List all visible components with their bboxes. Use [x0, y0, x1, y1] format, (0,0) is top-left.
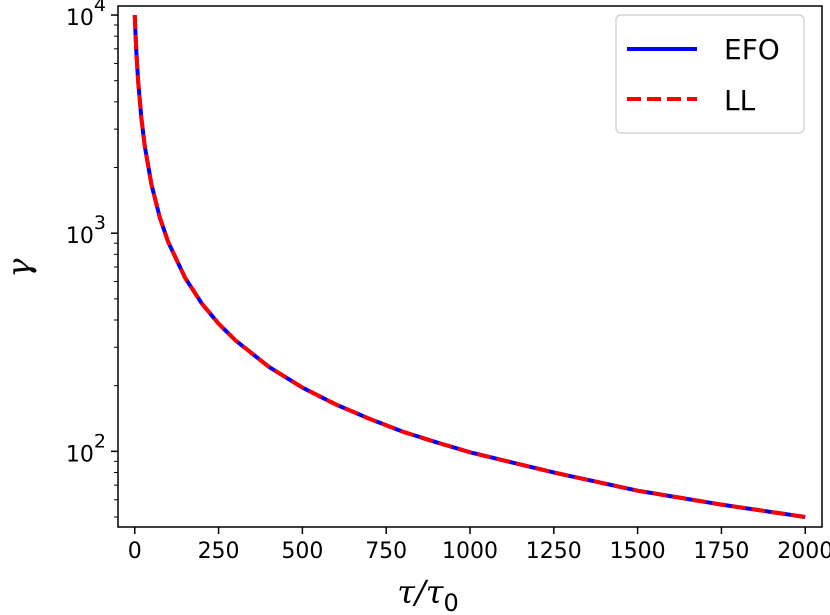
- x-tick-label: 1000: [442, 539, 498, 564]
- legend: EFO LL: [615, 14, 805, 134]
- y-axis-label: γ: [0, 258, 38, 278]
- legend-label-ll: LL: [724, 84, 756, 117]
- x-tick-label: 1750: [693, 539, 749, 564]
- legend-box: [615, 14, 805, 134]
- x-tick-label: 500: [281, 539, 323, 564]
- plot-frame: [117, 5, 823, 528]
- legend-label-efo: EFO: [724, 33, 780, 66]
- x-axis-label-base: τ/τ: [397, 573, 444, 611]
- y-tick-label: 104: [66, 0, 106, 31]
- x-tick-label: 0: [128, 539, 142, 564]
- x-tick-label: 750: [365, 539, 407, 564]
- x-tick-label: 1250: [526, 539, 582, 564]
- series-line-ll: [132, 14, 806, 519]
- x-tick-label: 1500: [610, 539, 666, 564]
- x-tick-label: 2000: [777, 539, 830, 564]
- x-tick-label: 250: [198, 539, 240, 564]
- y-tick-label: 102: [66, 430, 106, 467]
- x-axis-label-subscript: 0: [443, 589, 458, 615]
- x-axis-label: τ/τ0: [397, 573, 458, 615]
- y-tick-label: 103: [66, 212, 106, 249]
